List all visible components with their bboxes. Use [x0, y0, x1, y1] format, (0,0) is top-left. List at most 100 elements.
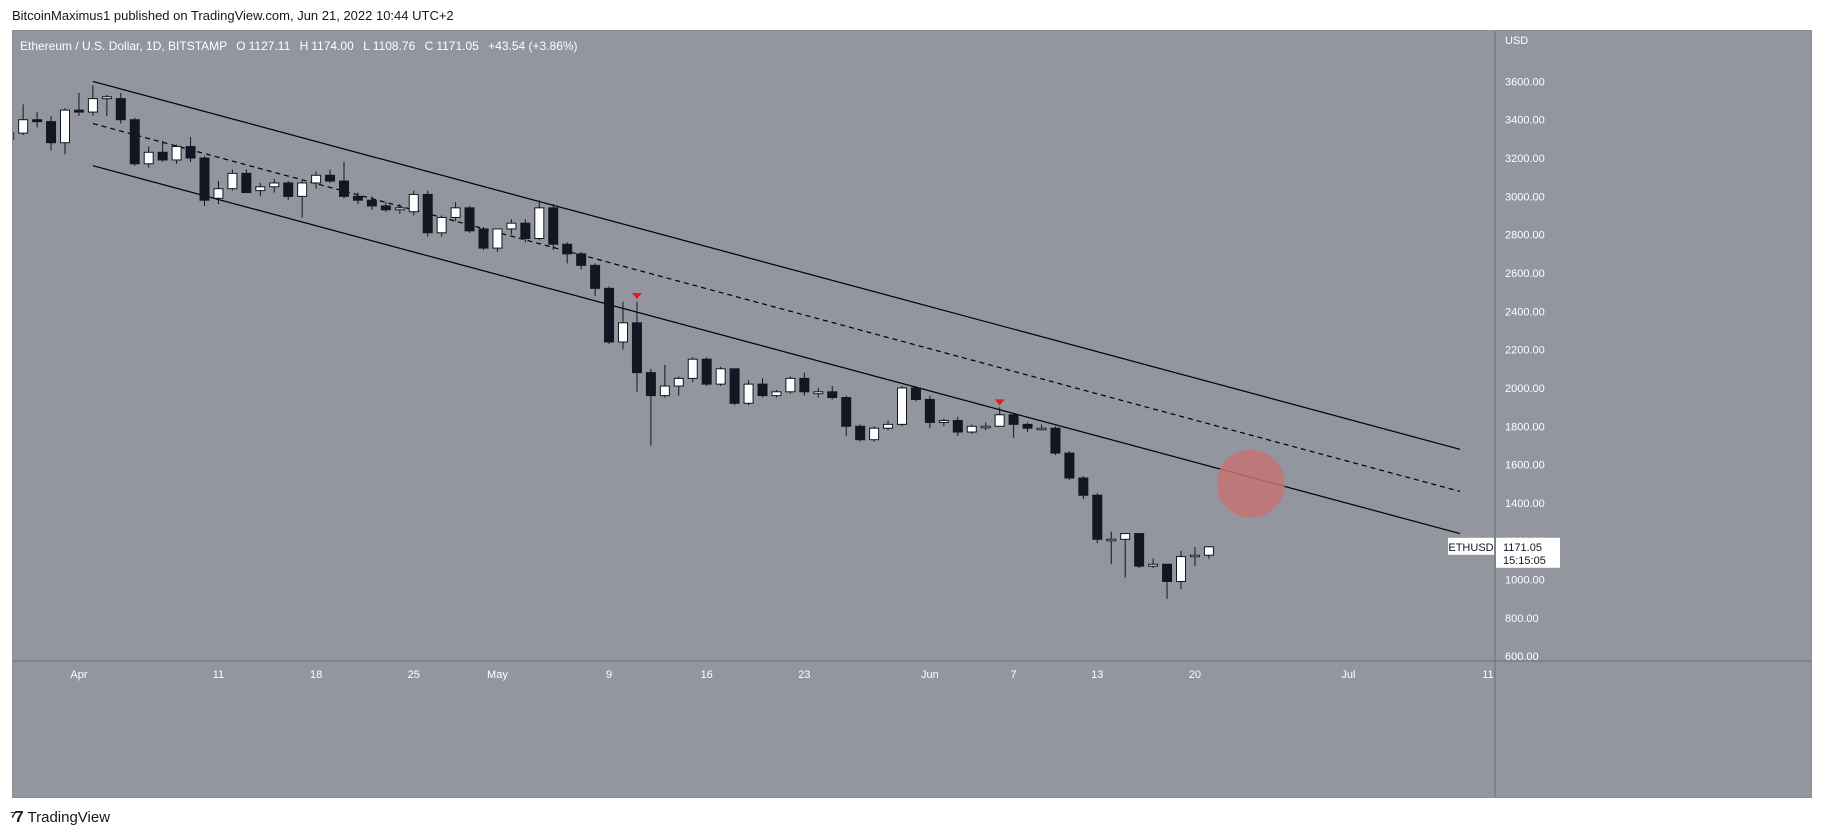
candle-up	[883, 423, 894, 429]
time-tick-label: Jun	[921, 669, 939, 681]
tradingview-logo-icon[interactable]: ⁷7	[10, 809, 23, 826]
publication-header-text: BitcoinMaximus1 published on TradingView…	[12, 8, 454, 23]
candle-up	[171, 146, 182, 161]
candle-up	[87, 98, 98, 113]
legend-low-value: 1108.76	[372, 39, 416, 53]
candle-up	[659, 385, 670, 397]
candle-down	[841, 397, 852, 427]
candle-up	[297, 182, 308, 197]
price-tick-label: 2600.00	[1505, 268, 1545, 280]
candle-up	[743, 383, 754, 404]
candle-up	[673, 377, 684, 387]
candle-up	[1203, 546, 1214, 556]
candle-up	[101, 96, 112, 100]
candle-down	[799, 377, 810, 393]
candle-down	[1008, 414, 1019, 425]
candle-down	[325, 174, 336, 182]
price-tick-label: 800.00	[1505, 613, 1539, 625]
time-tick-label: 13	[1091, 669, 1103, 681]
candle-up	[269, 182, 280, 188]
candle-down	[645, 372, 656, 397]
candle-down	[199, 157, 210, 201]
candle-down	[46, 121, 57, 144]
candle-up	[1148, 563, 1159, 567]
price-tick-label: 1600.00	[1505, 460, 1545, 472]
candle-up	[213, 188, 224, 199]
time-tick-label: 25	[408, 669, 420, 681]
last-price-value-tag	[1496, 537, 1560, 568]
candle-up	[534, 207, 545, 240]
candle-down	[1022, 423, 1033, 429]
candlestick-chart[interactable]: USD 3600.00 3400.00 3200.00 3000.00 2800.00 26…	[13, 31, 1811, 797]
time-tick-label: Apr	[70, 669, 87, 681]
chart-legend: Ethereum / U.S. Dollar, 1D, BITSTAMP O 11…	[20, 39, 578, 53]
candle-up	[450, 207, 461, 218]
candle-up	[687, 358, 698, 379]
last-price-symbol-tag	[1448, 537, 1494, 555]
candle-down	[924, 398, 935, 423]
candle-down	[1134, 533, 1145, 567]
price-tick-label: 3400.00	[1505, 115, 1545, 127]
legend-open-label: O	[236, 39, 246, 53]
candle-down	[115, 98, 126, 121]
price-tick-label: 3000.00	[1505, 191, 1545, 203]
candle-up	[311, 174, 322, 184]
candle-up	[618, 322, 628, 343]
candle-up	[869, 427, 880, 441]
candle-down	[464, 207, 475, 232]
price-tick-label: 2200.00	[1505, 345, 1545, 357]
legend-high-value: 1174.00	[311, 39, 354, 53]
candle-down	[757, 383, 768, 397]
candle-down	[855, 425, 866, 441]
legend-symbol[interactable]: Ethereum / U.S. Dollar, 1D, BITSTAMP	[20, 39, 227, 53]
candle-down	[910, 387, 921, 400]
candle-down	[1092, 494, 1103, 540]
last-price-countdown: 15:15:05	[1503, 555, 1546, 567]
candle-up	[18, 119, 29, 134]
candle-down	[827, 391, 838, 399]
candle-up	[492, 228, 503, 249]
price-tick-label: 1800.00	[1505, 421, 1545, 433]
legend-open-value: 1127.11	[248, 39, 291, 53]
chart-frame[interactable]: USD 3600.00 3400.00 3200.00 3000.00 2800.00 26…	[12, 30, 1812, 798]
candle-down	[1064, 452, 1075, 479]
candle-up	[13, 132, 15, 140]
candle-down	[339, 180, 349, 197]
candle-up	[980, 425, 991, 429]
candle-down	[520, 222, 531, 240]
candle-down	[576, 253, 587, 266]
candle-down	[157, 151, 168, 161]
candle-down	[548, 207, 559, 245]
chart-background	[13, 31, 1811, 797]
legend-low-label: L	[363, 39, 370, 53]
signal-marker	[994, 399, 1005, 406]
time-tick-label: 11	[1482, 669, 1493, 681]
candle-down	[185, 146, 196, 159]
candle-up	[255, 186, 266, 192]
candle-up	[436, 216, 447, 234]
candle-up	[715, 368, 726, 385]
price-tick-label: 2400.00	[1505, 306, 1545, 318]
price-scale-currency: USD	[1505, 35, 1528, 47]
candle-up	[60, 109, 70, 144]
candle-down	[366, 199, 377, 207]
legend-close-value: 1171.05	[436, 39, 479, 53]
footer: ⁷7 TradingView	[10, 806, 110, 830]
candle-down	[352, 195, 363, 201]
time-tick-label: 16	[701, 669, 713, 681]
candle-up	[938, 420, 949, 423]
candle-up	[506, 222, 517, 230]
legend-high-label: H	[299, 39, 309, 53]
time-tick-label: May	[487, 669, 508, 681]
candle-up	[1176, 556, 1186, 582]
candle-up	[1036, 427, 1047, 431]
candle-down	[562, 243, 573, 255]
price-tick-label: 2800.00	[1505, 230, 1545, 242]
candle-down	[631, 322, 642, 374]
price-tick-label: 1400.00	[1505, 498, 1545, 510]
candle-up	[1189, 554, 1200, 558]
last-price-value: 1171.05	[1503, 542, 1542, 554]
footer-brand[interactable]: TradingView	[27, 809, 111, 826]
trendline-channel-top	[92, 80, 1461, 450]
time-tick-label: 23	[798, 669, 810, 681]
